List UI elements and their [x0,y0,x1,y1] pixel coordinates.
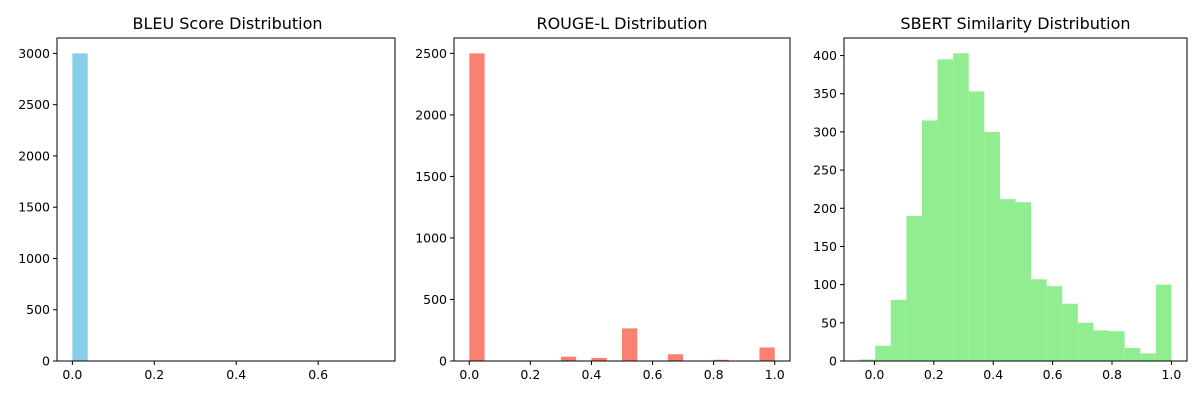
histogram-bar [1062,303,1078,361]
x-tick-label: 0.0 [62,367,82,382]
histogram-bar [921,120,938,361]
histogram-bar [759,347,775,361]
histogram-bar [1155,284,1172,361]
y-tick-label: 250 [813,163,837,178]
x-tick-label: 0.8 [1102,367,1122,382]
histogram-bar [560,356,577,361]
histogram-bar [1140,353,1156,361]
x-tick-label: 0.2 [144,367,164,382]
histogram-bar [1124,348,1141,361]
y-tick-label: 400 [813,48,837,63]
x-tick-label: 0.6 [1043,367,1063,382]
x-tick-label: 0.8 [704,367,724,382]
x-tick-label: 1.0 [765,367,785,382]
x-tick-label: 0.6 [308,367,328,382]
histogram-bar [984,131,1000,361]
histogram-bar [667,354,684,361]
chart-title: BLEU Score Distribution [132,14,322,33]
y-tick-label: 1500 [415,169,447,184]
histogram-bar [999,199,1016,361]
bars-group [859,53,1172,362]
histogram-bar [713,359,729,361]
y-tick-label: 2500 [415,46,447,61]
y-tick-label: 50 [821,315,837,330]
axes-frame [843,37,1188,362]
x-tick-label: 1.0 [1161,367,1181,382]
y-tick-label: 0 [829,354,837,369]
y-tick-label: 100 [813,277,837,292]
histogram-bar [622,328,638,361]
histogram-bar [875,345,891,361]
y-tick-label: 300 [813,124,837,139]
x-tick-label: 0.2 [520,367,540,382]
x-tick-label: 0.6 [643,367,663,382]
y-tick-label: 500 [423,292,447,307]
y-tick-label: 0 [439,354,447,369]
axes-frame [453,37,791,362]
y-tick-label: 1000 [415,230,447,245]
histogram-bar [906,215,922,361]
histogram-bar [469,53,485,361]
y-tick-label: 2000 [18,148,50,163]
y-tick-label: 500 [26,302,50,317]
histogram-bar [1046,286,1063,361]
subplot-sbert: SBERT Similarity Distribution 0.0 0.2 0.4 0… [813,14,1188,382]
chart-title: SBERT Similarity Distribution [900,14,1130,33]
histogram-bar [1015,202,1032,361]
y-tick-label: 3000 [18,46,50,61]
histogram-bar [1093,330,1110,361]
histogram-bar [968,91,985,361]
y-tick-label: 0 [42,354,50,369]
y-tick-label: 150 [813,239,837,254]
histogram-bar [953,53,969,362]
x-tick-label: 0.2 [924,367,944,382]
y-tick-label: 2500 [18,97,50,112]
x-tick-label: 0.4 [983,367,1003,382]
x-tick-label: 0.4 [582,367,602,382]
histogram-bar [1109,331,1125,361]
x-tick-label: 0.4 [226,367,246,382]
histogram-bar [859,359,876,361]
ticks-group: 0.0 0.2 0.4 0.6 0.8 1.0 0 50 100 150 200 250 300 350 4… [813,48,1181,382]
ticks-group: 0.0 0.2 0.4 0.6 0.8 1.0 0 500 1000 1500 2000 2500 [415,46,785,382]
histogram-bar [890,299,907,361]
subplot-bleu: BLEU Score Distribution 0.0 0.2 0.4 0.6 0 500… [18,14,396,382]
histogram-bar [937,59,954,361]
histogram-bar [591,357,607,361]
y-tick-label: 200 [813,201,837,216]
bars-group [469,53,775,361]
y-tick-label: 350 [813,86,837,101]
ticks-group: 0.0 0.2 0.4 0.6 0 500 1000 1500 2000 2500 3000 [18,46,328,382]
y-tick-label: 1000 [18,251,50,266]
histogram-bar [72,53,88,361]
y-tick-label: 1500 [18,200,50,215]
chart-title: ROUGE-L Distribution [536,14,707,33]
histogram-bar [1077,322,1094,361]
axes-frame [56,37,396,362]
x-tick-label: 0.0 [864,367,884,382]
y-tick-label: 2000 [415,107,447,122]
bars-group [72,53,88,361]
subplot-rouge: ROUGE-L Distribution 0.0 0.2 0.4 0.6 0.8 1.00… [415,14,791,382]
histogram-bar [1031,279,1047,361]
x-tick-label: 0.0 [459,367,479,382]
